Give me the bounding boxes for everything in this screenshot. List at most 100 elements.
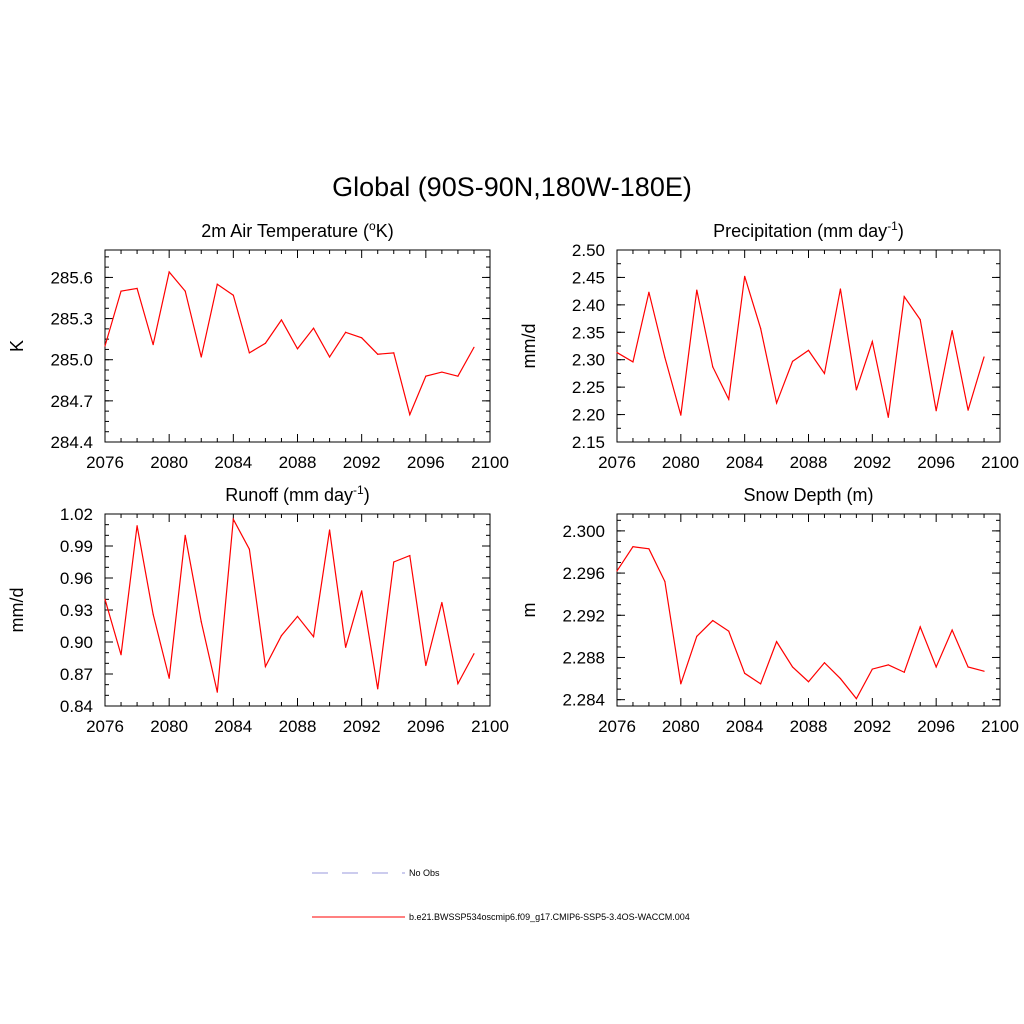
data-point [664,580,666,583]
y-tick-label: 2.300 [562,522,605,541]
legend-label: b.e21.BWSSP534oscmip6.f09_g17.CMIP6-SSP5… [409,912,690,922]
data-point [232,294,234,296]
data-point [200,356,202,358]
plot-frame [104,513,491,707]
data-point [457,683,459,685]
data-point [744,275,746,277]
data-point [871,668,873,670]
data-point [791,360,794,362]
data-point [345,646,347,648]
y-axis-label: K [7,340,27,352]
data-point [168,677,170,679]
panel-title-suffix: ) [898,221,904,241]
data-point [328,356,331,358]
data-point [664,356,666,359]
y-axis-label: mm/d [7,588,27,633]
x-tick-label: 2088 [790,453,828,472]
data-point [345,331,347,333]
data-point [232,518,234,520]
plot-frame [616,249,1001,443]
x-tick-label: 2100 [981,453,1019,472]
x-tick-label: 2084 [214,453,252,472]
data-point [312,327,315,329]
data-point [473,346,475,348]
x-tick-label: 2096 [407,453,445,472]
data-point [409,555,411,557]
chart-panel-2: Precipitation (mm day-1) mm/d 2076 2080 2084… [519,219,1019,472]
y-tick-label: 2.30 [572,351,605,370]
data-point [280,635,283,637]
data-point [216,691,218,693]
data-point [728,630,730,632]
panel-title-suffix: K) [376,221,394,241]
data-point [216,283,218,285]
y-tick-label: 285.3 [50,310,93,329]
data-point [887,664,889,666]
data-point [328,529,331,531]
data-point [184,534,186,536]
legend: No Obs b.e21.BWSSP534oscmip6.f09_g17.CMIP… [312,868,690,922]
data-point [967,409,969,411]
data-point [361,590,363,592]
x-tick-label: 2088 [279,717,317,736]
y-tick-label: 2.45 [572,268,605,287]
x-tick-label: 2088 [790,717,828,736]
data-point [136,525,138,527]
chart-panel-1: 2m Air Temperature (oK) K 2076 2080 2084 2088… [7,219,509,472]
y-tick-label: 0.90 [60,633,93,652]
y-tick-label: 285.6 [50,268,93,287]
plot-frame [104,249,491,443]
panel-title-suffix: ) [364,485,370,505]
panel-title: 2m Air Temperature (oK) [201,219,393,241]
panel-title-text: Precipitation (mm day [713,221,887,241]
data-point [264,342,267,344]
x-tick-label: 2080 [662,717,700,736]
y-tick-label: 2.296 [562,564,605,583]
y-tick-label: 2.284 [562,691,605,710]
y-tick-label: 284.7 [50,392,93,411]
y-tick-label: 284.4 [50,433,93,452]
data-point [248,352,250,354]
y-tick-label: 0.93 [60,601,93,620]
data-point [280,319,283,321]
data-point [967,666,969,668]
data-point [680,414,682,416]
data-point [136,287,138,289]
data-point [248,548,250,550]
y-tick-label: 0.99 [60,537,93,556]
data-point [425,375,427,377]
y-tick-label: 2.292 [562,606,605,625]
data-point [184,290,186,292]
panel-title: Snow Depth (m) [743,485,873,505]
panel-title-text: Snow Depth (m) [743,485,873,505]
data-point [823,662,826,664]
data-point [680,683,682,685]
data-point [919,319,921,321]
y-tick-label: 2.15 [572,433,605,452]
data-point [935,666,937,668]
data-point [696,635,698,637]
x-tick-label: 2092 [343,453,381,472]
data-point [823,372,826,375]
y-tick-label: 2.40 [572,296,605,315]
data-point [935,410,937,412]
chart-panel-3: Runoff (mm day-1) mm/d 2076 2080 2084 2088 209… [7,483,509,736]
x-tick-label: 2092 [853,717,891,736]
data-point [632,546,634,548]
data-point [441,371,443,373]
panels: 2m Air Temperature (oK) K 2076 2080 2084 2088… [7,219,1019,736]
x-tick-label: 2092 [853,453,891,472]
series-line-1 [104,517,475,693]
data-point [903,671,905,673]
panel-title-text: 2m Air Temperature ( [201,221,369,241]
data-point [648,291,650,293]
data-point [760,327,762,330]
data-point [807,349,810,351]
x-tick-label: 2084 [726,717,764,736]
x-tick-label: 2080 [150,717,188,736]
data-point [120,654,122,656]
data-point [377,353,379,355]
x-tick-label: 2076 [86,453,124,472]
x-tick-label: 2096 [917,453,955,472]
